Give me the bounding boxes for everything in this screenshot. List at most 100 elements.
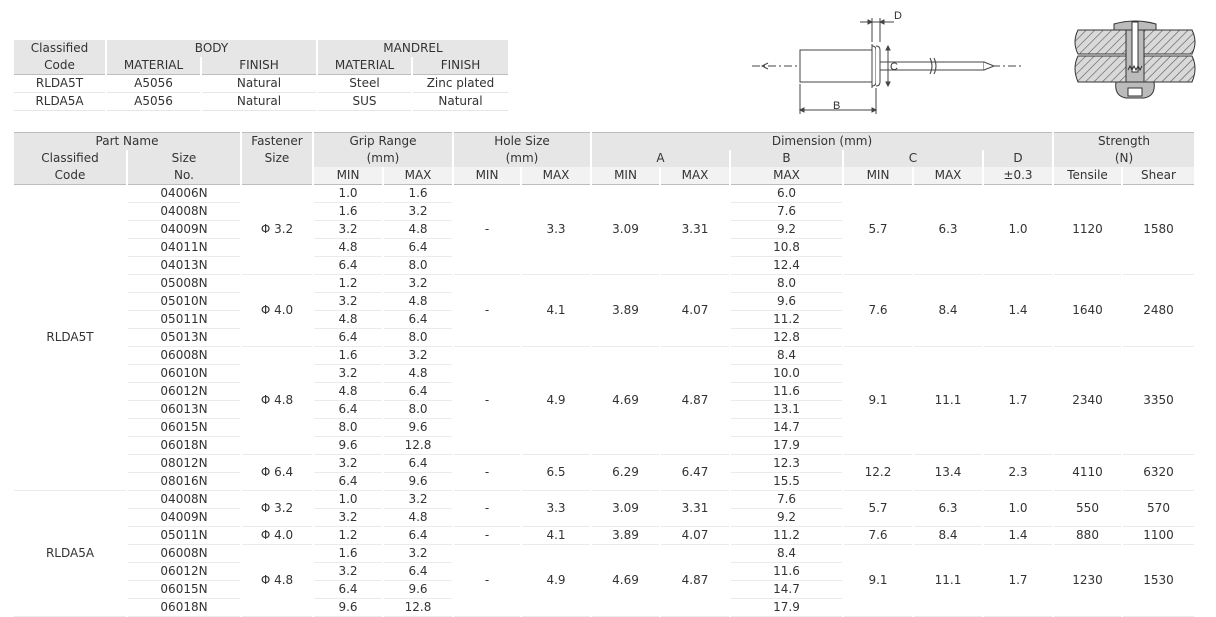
a-max-header: MAX: [661, 167, 729, 185]
rivet-head: [871, 45, 877, 87]
rivet-section-diagram: [1074, 20, 1196, 99]
fastener-header: Fastener: [242, 132, 312, 150]
shear-cell: 1580: [1123, 185, 1194, 275]
d-cell: 2.3: [984, 455, 1052, 491]
size-no-cell: 04011N: [128, 239, 240, 257]
grip-min-cell: 4.8: [314, 239, 382, 257]
fastener-size-header: Size: [242, 150, 312, 167]
table-row: 04011N 4.8 6.4 10.8: [14, 239, 1194, 257]
table-row: 04009N 3.2 4.8 9.2: [14, 221, 1194, 239]
hole-size-header: Hole Size: [454, 132, 590, 150]
c-min-header: MIN: [844, 167, 912, 185]
b-max-cell: 12.4: [731, 257, 842, 275]
body-header: BODY: [107, 40, 316, 57]
size-no-cell: 06013N: [128, 401, 240, 419]
grip-min-cell: 4.8: [314, 383, 382, 401]
c-max-cell: 11.1: [914, 347, 982, 455]
size-no-cell: 06008N: [128, 545, 240, 563]
b-max-cell: 15.5: [731, 473, 842, 491]
hole-max-cell: 4.1: [522, 275, 590, 347]
body-finish-header: FINISH: [202, 57, 316, 75]
grip-min-cell: 3.2: [314, 293, 382, 311]
hole-min-cell: -: [454, 275, 520, 347]
table-row: 06008N Φ 4.8 1.6 3.2-4.9 4.69 4.87 8.4 9.1 11.1 1…: [14, 347, 1194, 455]
table-row: 06008N Φ 4.8 1.6 3.2-4.9 4.69 4.87 8.4 9.1 11.1 1…: [14, 545, 1194, 617]
table-row: 04013N 6.4 8.0 12.4: [14, 257, 1194, 275]
b-max-cell: 7.6: [731, 203, 842, 221]
shear-header: Shear: [1123, 167, 1194, 185]
table-row: 05011N 4.8 6.4 11.2: [14, 311, 1194, 329]
hole-max-cell: 4.9: [522, 545, 590, 617]
b-max-header: MAX: [731, 167, 842, 185]
a-min-cell: 3.09: [592, 491, 659, 527]
grip-min-cell: 3.2: [314, 221, 382, 239]
size-no-cell: 04009N: [128, 509, 240, 527]
size-no-cell: 06018N: [128, 599, 240, 617]
mandrel-header: MANDREL: [318, 40, 508, 57]
dim-c-header: C: [844, 150, 982, 167]
a-max-cell: 4.07: [661, 527, 729, 545]
a-max-cell: 3.31: [661, 185, 729, 275]
grip-max-cell: 3.2: [384, 545, 452, 563]
size-no-cell: 06012N: [128, 563, 240, 581]
d-cell: 1.7: [984, 347, 1052, 455]
b-max-cell: 10.8: [731, 239, 842, 257]
grip-min-cell: 1.0: [314, 491, 382, 509]
strength-unit-header: (N): [1054, 150, 1194, 167]
d-cell: 1.7: [984, 545, 1052, 617]
size-no-cell: 06015N: [128, 419, 240, 437]
grip-unit-header: (mm): [314, 150, 452, 167]
fastener-size-cell: Φ 3.2: [242, 185, 312, 275]
b-max-cell: 17.9: [731, 437, 842, 455]
grip-max-cell: 6.4: [384, 527, 452, 545]
grip-max-cell: 3.2: [384, 275, 452, 293]
hole-min-cell: -: [454, 491, 520, 527]
fastener-size-cell: Φ 4.8: [242, 347, 312, 455]
tensile-cell: 1640: [1054, 275, 1121, 347]
size-no-cell: 05008N: [128, 275, 240, 293]
b-max-cell: 10.0: [731, 365, 842, 383]
grip-max-cell: 4.8: [384, 293, 452, 311]
size-no-cell: 04008N: [128, 203, 240, 221]
grip-min-cell: 1.2: [314, 527, 382, 545]
mandrel-material-header: MATERIAL: [318, 57, 411, 75]
table-row: 05013N 6.4 8.0 12.8: [14, 329, 1194, 347]
rivet-body: [799, 49, 873, 83]
spec-table-body: RLDA5T 04006N Φ 3.2 1.0 1.6-3.3 3.09 3.31 6.0 5.…: [14, 185, 1194, 617]
grip-max-cell: 12.8: [384, 437, 452, 455]
classified-header: Classified: [14, 40, 105, 57]
classified-code-cell: RLDA5T: [14, 185, 126, 491]
tensile-cell: 880: [1054, 527, 1121, 545]
b-max-cell: 9.2: [731, 221, 842, 239]
grip-max-cell: 3.2: [384, 491, 452, 509]
b-max-cell: 13.1: [731, 401, 842, 419]
table-row: 06012N 3.2 6.4 11.6: [14, 563, 1194, 581]
table-row: 06010N 3.2 4.8 10.0: [14, 365, 1194, 383]
d-cell: 1.0: [984, 185, 1052, 275]
b-max-cell: 8.4: [731, 347, 842, 365]
size-no-cell: 08012N: [128, 455, 240, 473]
b-max-cell: 6.0: [731, 185, 842, 203]
size-no-cell: 05011N: [128, 311, 240, 329]
strength-header: Strength: [1054, 132, 1194, 150]
grip-min-cell: 4.8: [314, 311, 382, 329]
grip-max-cell: 3.2: [384, 347, 452, 365]
grip-max-cell: 8.0: [384, 257, 452, 275]
size-no-cell: 05011N: [128, 527, 240, 545]
grip-max-cell: 9.6: [384, 581, 452, 599]
table-row: 06018N 9.6 12.8 17.9: [14, 437, 1194, 455]
table-row: 05011N Φ 4.0 1.2 6.4-4.1 3.89 4.07 11.2 7.6 8.4 1…: [14, 527, 1194, 545]
c-max-cell: 8.4: [914, 527, 982, 545]
c-min-cell: 7.6: [844, 275, 912, 347]
c-min-cell: 12.2: [844, 455, 912, 491]
shear-cell: 570: [1123, 491, 1194, 527]
grip-max-cell: 8.0: [384, 329, 452, 347]
grip-min-cell: 3.2: [314, 509, 382, 527]
table-row: 05008N Φ 4.0 1.2 3.2-4.1 3.89 4.07 8.0 7.6 8.4 1.…: [14, 275, 1194, 347]
upper-plate: [1074, 29, 1127, 55]
size-no-cell: 06015N: [128, 581, 240, 599]
grip-max-cell: 6.4: [384, 311, 452, 329]
shear-cell: 6320: [1123, 455, 1194, 491]
a-min-cell: 3.09: [592, 185, 659, 275]
b-max-cell: 12.8: [731, 329, 842, 347]
